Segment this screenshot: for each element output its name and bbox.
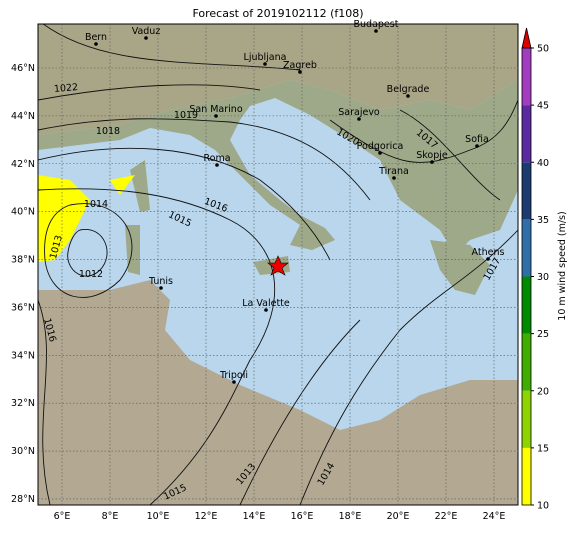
city-dot	[264, 308, 268, 312]
city-dot	[374, 29, 378, 33]
colorbar-segment	[522, 105, 531, 163]
lon-label: 24°E	[483, 511, 506, 522]
city-dot	[357, 117, 361, 121]
colorbar-tick-label: 25	[537, 329, 549, 340]
lon-label: 22°E	[435, 511, 458, 522]
colorbar-segment	[522, 219, 531, 277]
city-label: Tunis	[148, 276, 173, 287]
lat-label: 32°N	[11, 398, 35, 409]
isobar-label: 1019	[174, 110, 198, 121]
city-label: Tripoli	[219, 370, 248, 381]
city-dot	[430, 160, 434, 164]
lon-label: 8°E	[102, 511, 119, 522]
colorbar-label: 10 m wind speed (m/s)	[557, 211, 568, 320]
city-dot	[214, 114, 218, 118]
city-label: Bern	[85, 32, 107, 43]
city-label: Sofia	[465, 134, 489, 145]
city-label: Belgrade	[387, 84, 430, 95]
city-dot	[144, 36, 148, 40]
lat-label: 36°N	[11, 302, 35, 313]
colorbar-segment	[522, 48, 531, 106]
colorbar-segment	[522, 390, 531, 448]
city-dot	[298, 70, 302, 74]
colorbar-tick-label: 50	[537, 44, 549, 55]
lat-label: 46°N	[11, 63, 35, 74]
isobar-label: 1018	[96, 126, 120, 137]
city-dot	[378, 151, 382, 155]
city-dot	[159, 286, 163, 290]
colorbar-tick-label: 20	[537, 386, 549, 397]
colorbar-extension	[521, 27, 532, 49]
city-label: Athens	[472, 247, 505, 258]
lat-label: 28°N	[11, 494, 35, 505]
city-dot	[215, 163, 219, 167]
city-label: Ljubljana	[244, 52, 287, 63]
colorbar-segment	[522, 447, 531, 505]
lon-label: 16°E	[291, 511, 314, 522]
colorbar-tick-label: 40	[537, 158, 549, 169]
city-dot	[232, 380, 236, 384]
isobar-label: 1014	[84, 199, 108, 210]
city-label: La Valette	[242, 298, 290, 309]
lon-label: 20°E	[387, 511, 410, 522]
colorbar-tick-label: 45	[537, 101, 549, 112]
colorbar-tick-label: 30	[537, 272, 549, 283]
city-label: Zagreb	[283, 60, 317, 71]
isobar-label: 1012	[79, 269, 103, 280]
lat-label: 30°N	[11, 446, 35, 457]
city-dot	[94, 42, 98, 46]
city-label: Tirana	[378, 166, 409, 177]
lon-label: 12°E	[195, 511, 218, 522]
city-label: Podgorica	[357, 141, 404, 152]
city-label: Vaduz	[132, 26, 161, 37]
lon-label: 10°E	[147, 511, 170, 522]
lat-label: 38°N	[11, 255, 35, 266]
city-label: Budapest	[354, 19, 399, 30]
lat-label: 42°N	[11, 159, 35, 170]
lon-label: 14°E	[243, 511, 266, 522]
city-dot	[486, 257, 490, 261]
isobar-label: 1022	[54, 82, 79, 95]
lat-label: 40°N	[11, 207, 35, 218]
lat-label: 34°N	[11, 350, 35, 361]
city-dot	[392, 176, 396, 180]
city-label: San Marino	[189, 104, 242, 115]
colorbar-tick-label: 10	[537, 501, 549, 512]
lon-label: 18°E	[339, 511, 362, 522]
colorbar-tick-label: 35	[537, 215, 549, 226]
title: Forecast of 2019102112 (f108)	[192, 7, 363, 20]
city-dot	[475, 144, 479, 148]
colorbar-segment	[522, 276, 531, 334]
city-label: Sarajevo	[338, 107, 380, 118]
city-dot	[263, 62, 267, 66]
city-label: Roma	[203, 153, 230, 164]
city-dot	[406, 94, 410, 98]
lat-label: 44°N	[11, 111, 35, 122]
colorbar-tick-label: 15	[537, 443, 549, 454]
colorbar-segment	[522, 333, 531, 391]
lon-label: 6°E	[54, 511, 71, 522]
city-label: Skopje	[416, 150, 448, 161]
colorbar-segment	[522, 162, 531, 220]
